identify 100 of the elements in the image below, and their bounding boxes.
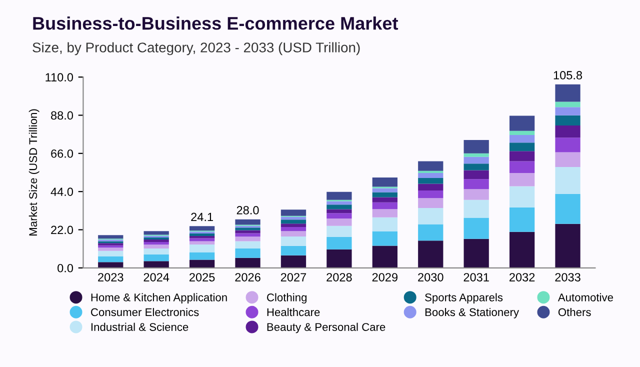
bar bbox=[326, 226, 352, 238]
x-tick-label: 2030 bbox=[418, 273, 444, 282]
bar bbox=[189, 260, 215, 268]
bar bbox=[280, 220, 306, 224]
bar bbox=[509, 207, 535, 232]
legend-label: Clothing bbox=[267, 293, 307, 304]
bar bbox=[280, 231, 306, 237]
y-tick-label: 22.0 bbox=[51, 226, 74, 234]
chart-subtitle: Size, by Product Category, 2023 - 2033 (USD Trillion) bbox=[32, 42, 360, 56]
bar bbox=[235, 236, 260, 242]
legend-label: Others bbox=[558, 308, 591, 316]
bar bbox=[372, 217, 398, 232]
bar bbox=[235, 233, 260, 237]
bar bbox=[509, 142, 535, 152]
bar bbox=[555, 152, 580, 167]
bar bbox=[418, 198, 444, 208]
bar bbox=[464, 164, 489, 170]
x-tick-label: 2031 bbox=[464, 273, 489, 282]
bar bbox=[372, 231, 398, 246]
bar bbox=[418, 208, 444, 224]
bar bbox=[509, 161, 535, 174]
bar bbox=[555, 138, 580, 152]
bar bbox=[418, 190, 444, 198]
bar bbox=[509, 232, 535, 268]
legend-label: Books & Stationery bbox=[425, 308, 520, 318]
bar bbox=[464, 156, 489, 164]
bar bbox=[509, 151, 535, 162]
bar bbox=[509, 186, 535, 208]
bar bbox=[464, 200, 489, 218]
bar bbox=[555, 84, 580, 102]
bar bbox=[326, 213, 352, 218]
bar bbox=[555, 102, 580, 108]
bar bbox=[464, 189, 489, 200]
bar bbox=[418, 184, 444, 191]
bar bbox=[326, 204, 352, 210]
bar bbox=[464, 153, 489, 157]
bar bbox=[372, 178, 398, 187]
bar bbox=[509, 130, 535, 136]
y-tick-label: 110.0 bbox=[46, 73, 74, 82]
bar bbox=[418, 173, 444, 178]
y-tick-label: 0.0 bbox=[58, 264, 74, 272]
bar bbox=[372, 197, 398, 202]
bar bbox=[189, 238, 215, 242]
x-tick-label: 2029 bbox=[372, 273, 398, 282]
bar bbox=[555, 194, 580, 224]
x-tick-label: 2025 bbox=[190, 273, 215, 282]
bar bbox=[189, 241, 215, 244]
bar bbox=[464, 170, 489, 180]
bar bbox=[418, 178, 444, 184]
bar bbox=[235, 219, 260, 225]
total-label: 28.0 bbox=[236, 206, 259, 214]
x-tick-label: 2024 bbox=[144, 273, 170, 282]
bar bbox=[372, 188, 398, 192]
legend-label: Beauty & Personal Care bbox=[267, 322, 386, 334]
x-tick-label: 2026 bbox=[235, 273, 260, 282]
bar bbox=[280, 246, 306, 256]
bar bbox=[98, 235, 124, 239]
bar bbox=[144, 254, 169, 262]
legend-label: Industrial & Science bbox=[91, 322, 188, 331]
bar bbox=[280, 236, 306, 246]
bar bbox=[326, 192, 352, 200]
bar bbox=[372, 246, 398, 268]
bar bbox=[280, 216, 306, 220]
bar bbox=[372, 192, 398, 198]
bar bbox=[235, 228, 260, 230]
bar bbox=[189, 226, 215, 231]
y-tick-label: 88.0 bbox=[51, 111, 74, 120]
bar bbox=[280, 224, 306, 227]
bar bbox=[189, 244, 215, 252]
legend-label: Healthcare bbox=[267, 308, 320, 316]
bar bbox=[464, 238, 489, 268]
bar bbox=[464, 179, 489, 190]
bar bbox=[98, 256, 124, 262]
bar bbox=[144, 239, 169, 242]
bar bbox=[372, 209, 398, 218]
bar bbox=[555, 115, 580, 126]
bar bbox=[235, 248, 260, 258]
x-tick-label: 2027 bbox=[280, 273, 306, 282]
bar bbox=[326, 209, 352, 214]
bar bbox=[280, 210, 306, 216]
legend-label: Automotive bbox=[558, 293, 614, 302]
bar bbox=[418, 170, 444, 174]
y-tick-label: 66.0 bbox=[51, 149, 74, 158]
bar bbox=[235, 241, 260, 248]
legend-label: Home & Kitchen Application bbox=[91, 293, 227, 304]
bar bbox=[555, 224, 580, 268]
bar bbox=[326, 249, 352, 268]
bar bbox=[555, 125, 580, 138]
bar bbox=[144, 242, 169, 245]
y-axis-title: Market Size (USD Trillion) bbox=[28, 109, 40, 236]
bar bbox=[509, 135, 535, 143]
chart-title: Business-to-Business E-commerce Market bbox=[33, 16, 398, 30]
bar bbox=[144, 261, 169, 268]
bar bbox=[98, 250, 124, 256]
bar bbox=[418, 224, 444, 241]
bar bbox=[280, 255, 306, 268]
bar bbox=[418, 240, 444, 268]
bar bbox=[189, 252, 215, 260]
bar bbox=[144, 248, 169, 255]
bar bbox=[326, 237, 352, 250]
